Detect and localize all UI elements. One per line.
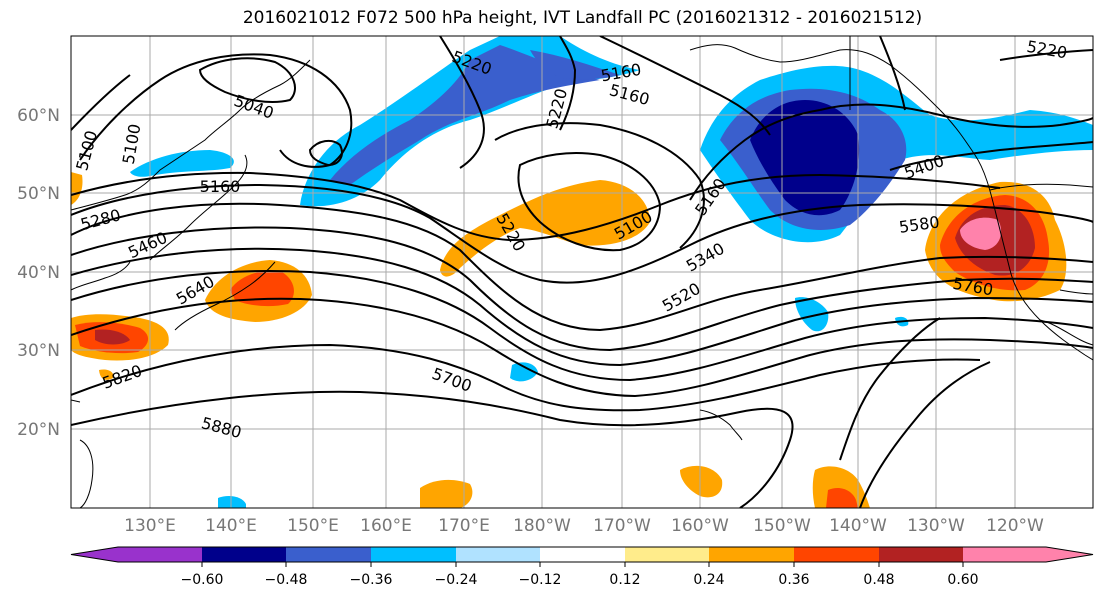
plot-frame	[70, 35, 1094, 509]
colorbar-label: 0.12	[609, 572, 640, 588]
colorbar-label: −0.12	[519, 572, 562, 588]
colorbar-label: 0.48	[863, 572, 894, 588]
lon-label: 120°W	[986, 516, 1044, 536]
lon-label: 130°W	[907, 516, 965, 536]
contour-label: 5160	[200, 177, 241, 196]
colorbar: −0.60 −0.48 −0.36 −0.24 −0.12 0.12 0.24 …	[70, 546, 1094, 588]
colorbar-segment	[371, 547, 456, 562]
colorbar-segment	[71, 547, 202, 562]
colorbar-segment	[456, 547, 540, 562]
lon-label: 170°E	[438, 516, 490, 536]
map-title: 2016021012 F072 500 hPa height, IVT Land…	[242, 8, 923, 28]
colorbar-segment	[709, 547, 794, 562]
lon-label: 150°E	[287, 516, 339, 536]
lon-label: 130°E	[124, 516, 176, 536]
colorbar-segment	[202, 547, 286, 562]
lon-label: 160°W	[671, 516, 729, 536]
lat-label-40n: 40°N	[17, 263, 60, 283]
colorbar-label: −0.36	[350, 572, 393, 588]
colorbar-segment	[625, 547, 709, 562]
lon-label: 150°W	[753, 516, 811, 536]
colorbar-segment	[286, 547, 371, 562]
colorbar-label: 0.36	[778, 572, 809, 588]
colorbar-label: −0.60	[181, 572, 224, 588]
colorbar-segment	[794, 547, 879, 562]
lon-label: 140°E	[205, 516, 257, 536]
colorbar-label: −0.48	[265, 572, 308, 588]
lon-label: 140°W	[829, 516, 887, 536]
colorbar-label: 0.24	[693, 572, 724, 588]
lon-label: 160°E	[360, 516, 412, 536]
colorbar-segment	[879, 547, 963, 562]
lat-label-20n: 20°N	[17, 420, 60, 440]
colorbar-ticks	[201, 562, 964, 567]
lon-label: 180°W	[513, 516, 571, 536]
height-contours	[71, 36, 1093, 508]
lon-label: 170°W	[593, 516, 651, 536]
latitude-labels: 60°N 50°N 40°N 30°N 20°N	[17, 106, 60, 440]
colorbar-segment	[963, 547, 1093, 562]
colorbar-label: 0.60	[947, 572, 978, 588]
lat-label-50n: 50°N	[17, 184, 60, 204]
longitude-labels: 130°E 140°E 150°E 160°E 170°E 180°W 170°…	[124, 516, 1044, 536]
lat-label-30n: 30°N	[17, 341, 60, 361]
colorbar-segment	[540, 547, 625, 562]
lat-label-60n: 60°N	[17, 106, 60, 126]
colorbar-label: −0.24	[435, 572, 478, 588]
colorbar-outline	[70, 546, 1094, 563]
